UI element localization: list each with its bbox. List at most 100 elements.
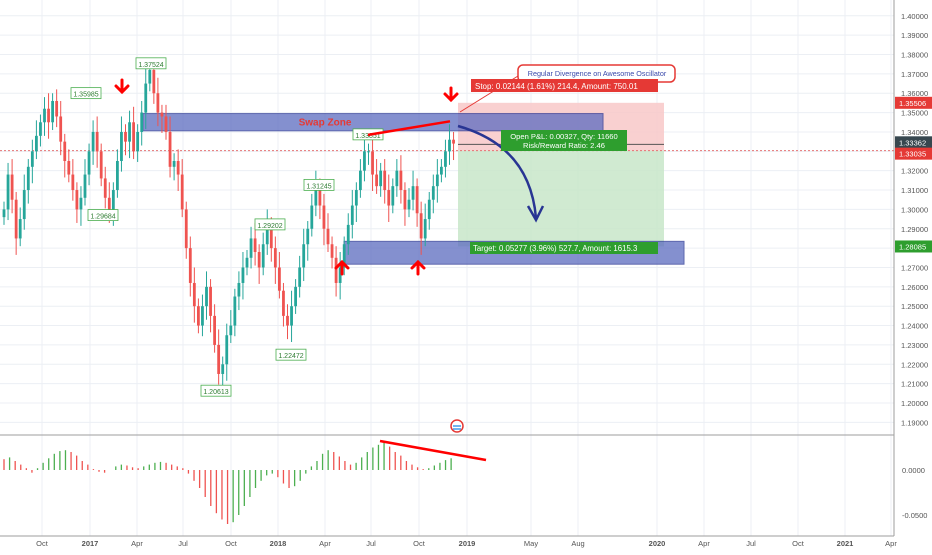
- candle-body: [180, 174, 184, 210]
- time-tick-label: 2021: [837, 539, 854, 548]
- stop-info-box: [471, 79, 658, 92]
- time-tick-label: 2018: [270, 539, 287, 548]
- price-axis-label: 1.28085: [899, 242, 926, 251]
- swing-label-box: [200, 384, 232, 397]
- candle-body: [18, 219, 22, 239]
- target-info-box: [470, 242, 658, 254]
- candle-body: [253, 238, 257, 252]
- swing-label: 1.35985: [73, 92, 98, 99]
- price-tick-label: 1.24000: [901, 322, 928, 331]
- candle-body: [334, 257, 338, 283]
- candle-body: [411, 186, 415, 200]
- candle-body: [367, 151, 370, 153]
- candle-body: [221, 364, 225, 374]
- candle-body: [39, 122, 42, 136]
- candle-body: [273, 248, 277, 268]
- candle-body: [205, 286, 208, 307]
- price-divergence-line: [367, 120, 451, 137]
- candle-body: [448, 139, 451, 152]
- time-tick-label: Apr: [131, 539, 143, 548]
- price-tick-label: 1.30000: [901, 205, 928, 214]
- candle-body: [201, 306, 204, 326]
- swing-label-box: [70, 87, 102, 100]
- osc-tick-label: -0.0500: [902, 511, 927, 520]
- price-tick-label: 1.32000: [901, 167, 928, 176]
- swing-label-box: [303, 178, 335, 191]
- candle-body: [213, 315, 216, 345]
- candle-body: [132, 122, 135, 152]
- time-tick-label: Apr: [319, 539, 331, 548]
- candle-body: [67, 161, 71, 175]
- candle-body: [59, 116, 63, 142]
- candle-body: [87, 151, 91, 175]
- candle-body: [310, 205, 314, 229]
- candle-body: [197, 306, 200, 326]
- candle-body: [265, 224, 269, 245]
- candle-body: [22, 190, 26, 220]
- time-tick-label: Oct: [36, 539, 49, 548]
- candle-body: [136, 131, 140, 152]
- candle-body: [241, 267, 245, 283]
- price-tick-label: 1.37000: [901, 70, 928, 79]
- candle-body: [387, 190, 391, 206]
- candle-body: [225, 335, 229, 365]
- osc-tick-label: 0.0000: [902, 466, 925, 475]
- price-tick-label: 1.40000: [901, 12, 928, 21]
- candle-body: [217, 344, 221, 374]
- candle-body: [26, 166, 30, 191]
- price-tick-label: 1.25000: [901, 302, 928, 311]
- candle-body: [209, 286, 212, 316]
- price-tick-label: 1.39000: [901, 31, 928, 40]
- price-tick-label: 1.21000: [901, 380, 928, 389]
- candle-body: [6, 174, 10, 210]
- time-tick-label: Apr: [885, 539, 897, 548]
- candle-body: [371, 151, 374, 175]
- candle-body: [330, 244, 334, 258]
- candle-body: [51, 100, 54, 123]
- price-tick-label: 1.19000: [901, 418, 928, 427]
- swap-zone-label: Swap Zone: [299, 117, 352, 128]
- candle-body: [302, 244, 306, 268]
- price-tick-label: 1.38000: [901, 51, 928, 60]
- candle-body: [415, 186, 419, 214]
- candle-body: [403, 190, 407, 210]
- swing-label-box: [254, 218, 286, 231]
- candle-body: [363, 151, 366, 171]
- candle-body: [338, 267, 342, 283]
- swing-label: 1.33851: [355, 133, 380, 140]
- candle-body: [75, 190, 79, 210]
- candle-body: [286, 315, 289, 326]
- candle-body: [156, 93, 160, 113]
- candle-body: [43, 108, 46, 123]
- candle-body: [435, 174, 439, 187]
- price-axis-label-box: [895, 136, 932, 149]
- candle-body: [176, 161, 180, 175]
- swing-label: 1.37524: [138, 62, 163, 69]
- candle-body: [128, 122, 131, 142]
- divergence-callout-text: Regular Divergence on Awesome Oscillator: [528, 69, 667, 78]
- candle-body: [306, 228, 310, 245]
- candle-body: [452, 139, 455, 144]
- stop-info-text: Stop: 0.02144 (1.61%) 214.4, Amount: 750…: [475, 82, 638, 91]
- candle-body: [107, 197, 111, 210]
- projection-curve: [457, 124, 538, 219]
- price-tick-label: 1.35000: [901, 109, 928, 118]
- candle-body: [359, 170, 362, 191]
- candle-body: [144, 83, 148, 113]
- candle-body: [172, 161, 176, 167]
- candle-body: [257, 251, 261, 268]
- candle-body: [79, 197, 83, 210]
- time-tick-label: 2017: [82, 539, 99, 548]
- candle-body: [261, 244, 265, 268]
- candle-body: [164, 116, 168, 132]
- candle-body: [346, 224, 350, 245]
- price-axis-label-box: [895, 240, 932, 253]
- oscillator-layer: [0, 434, 894, 524]
- candle-body: [192, 282, 196, 307]
- candle-body: [395, 170, 399, 187]
- swing-label: 1.29684: [90, 214, 115, 221]
- candle-body: [391, 186, 395, 206]
- time-tick-label: Aug: [571, 539, 584, 548]
- candle-body: [30, 151, 34, 167]
